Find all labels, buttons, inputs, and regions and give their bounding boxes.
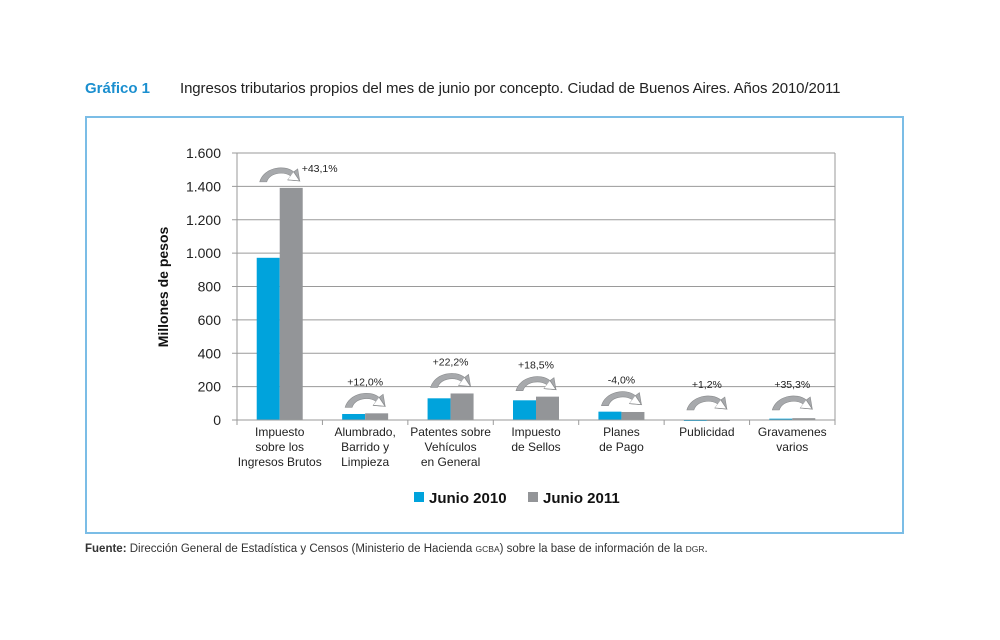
change-percent-label: +1,2% xyxy=(692,379,722,391)
chart-title: Ingresos tributarios propios del mes de … xyxy=(180,80,841,97)
bar-2011 xyxy=(792,418,816,420)
x-tick-label: Ingresos Brutos xyxy=(238,455,322,469)
bar-2010 xyxy=(769,418,793,421)
y-tick-label: 800 xyxy=(198,279,222,295)
x-tick-label: de Sellos xyxy=(511,440,560,454)
source-abbr-gcba: gcba xyxy=(475,544,500,554)
bar-2010 xyxy=(513,400,536,420)
bar-2011 xyxy=(365,413,389,420)
chart-frame xyxy=(85,116,904,534)
x-tick-label: de Pago xyxy=(599,440,644,454)
legend-swatch-2011 xyxy=(528,492,538,502)
y-tick-label: 200 xyxy=(198,379,222,395)
x-tick-label: Impuesto xyxy=(255,425,305,439)
source-text: ) sobre la base de información de la xyxy=(499,543,686,555)
change-percent-label: +18,5% xyxy=(518,360,554,372)
axes: 0 200 400 600 800 1.000 1.200 1.400 1.600 xyxy=(186,145,836,428)
y-tick-label: 1.000 xyxy=(186,245,221,261)
x-tick-label: varios xyxy=(776,440,808,454)
curved-arrow-icon xyxy=(430,373,472,388)
legend-swatch-2010 xyxy=(414,492,424,502)
x-tick-label: sobre los xyxy=(255,440,304,454)
x-tick-label: Planes xyxy=(603,425,640,439)
x-tick-label: Gravamenes xyxy=(758,425,827,439)
legend-label-2011: Junio 2011 xyxy=(543,490,620,507)
x-tick-label: Vehículos xyxy=(425,440,477,454)
curved-arrow-icon xyxy=(515,376,557,391)
change-percent-label: -4,0% xyxy=(608,375,635,387)
y-tick-label: 1.600 xyxy=(186,145,221,161)
change-percent-label: +22,2% xyxy=(433,356,469,368)
x-tick-label: Impuesto xyxy=(511,425,561,439)
curved-arrow-icon xyxy=(344,392,386,408)
y-tick-label: 1.200 xyxy=(186,212,221,228)
change-percent-label: +43,1% xyxy=(302,163,338,175)
change-percent-label: +35,3% xyxy=(774,379,810,391)
x-tick-label: Limpieza xyxy=(341,455,389,469)
source-text: . xyxy=(704,543,708,555)
y-axis-label: Millones de pesos xyxy=(155,226,171,347)
x-tick-label: Patentes sobre xyxy=(410,425,491,439)
source-abbr-dgr: dgr xyxy=(685,544,705,554)
x-tick-label: en General xyxy=(421,455,480,469)
y-tick-label: 400 xyxy=(198,345,222,361)
legend-label-2010: Junio 2010 xyxy=(429,490,507,507)
bars xyxy=(256,187,816,421)
x-tick-label: Alumbrado, xyxy=(334,425,395,439)
source-label: Fuente: xyxy=(85,543,127,555)
figure-number: Gráfico 1 xyxy=(85,80,151,97)
change-percent-label: +12,0% xyxy=(347,376,383,388)
curved-arrow-icon xyxy=(259,167,301,183)
bar-2011 xyxy=(279,187,303,420)
bar-2010 xyxy=(256,257,280,420)
curved-arrow-icon xyxy=(601,391,643,406)
gridlines xyxy=(237,152,835,388)
bar-2011 xyxy=(621,411,645,420)
source-text: Dirección General de Estadística y Censo… xyxy=(126,543,476,555)
bar-2011 xyxy=(450,393,474,420)
curved-arrow-icon xyxy=(771,395,814,411)
bar-2011 xyxy=(536,396,559,420)
legend: Junio 2010 Junio 2011 xyxy=(414,490,620,507)
bar-2010 xyxy=(342,413,366,420)
change-annotations: +43,1% +12,0% +22,2% +18,5% -4,0% +1,2% +35,3% xyxy=(259,163,814,411)
bar-2010 xyxy=(598,411,622,420)
y-tick-label: 1.400 xyxy=(186,178,221,194)
x-tick-label: Barrido y xyxy=(341,440,389,454)
y-tick-label: 0 xyxy=(213,412,221,428)
source-note: Fuente: Dirección General de Estadística… xyxy=(85,543,708,555)
curved-arrow-icon xyxy=(686,395,728,411)
bar-2010 xyxy=(427,398,451,420)
y-tick-label: 600 xyxy=(198,312,222,328)
x-tick-label: Publicidad xyxy=(679,425,734,439)
